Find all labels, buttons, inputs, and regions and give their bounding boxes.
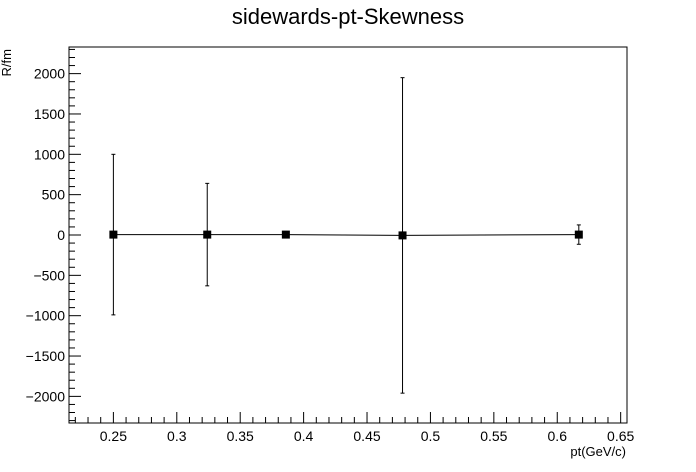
y-tick-label: −500 (33, 267, 65, 283)
x-tick-label: 0.25 (100, 428, 127, 444)
x-tick-label: 0.45 (353, 428, 380, 444)
y-tick-label: −1500 (26, 348, 66, 364)
series-line (113, 234, 579, 236)
y-tick-label: 0 (57, 227, 65, 243)
y-tick-label: 500 (42, 187, 66, 203)
x-tick-label: 0.4 (294, 428, 314, 444)
axis-ticks: 0.25 0.3 0.35 0.4 0.45 0.5 0.55 0.6 0.65 −2000 −15… (26, 48, 634, 444)
y-tick-label: 1000 (34, 146, 65, 162)
data-point (203, 230, 212, 239)
x-tick-label: 0.35 (227, 428, 254, 444)
y-axis-label: R/fm (0, 49, 14, 76)
y-tick-label: −2000 (26, 388, 66, 404)
y-tick-label: 2000 (34, 66, 65, 82)
data-layer (109, 77, 583, 394)
y-tick-label: 1500 (34, 106, 65, 122)
x-tick-label: 0.55 (480, 428, 507, 444)
y-tick-label: −1000 (26, 308, 66, 324)
data-point (398, 231, 407, 240)
chart-title: sidewards-pt-Skewness (232, 4, 464, 29)
data-point (109, 230, 118, 239)
x-tick-label: 0.3 (167, 428, 187, 444)
x-tick-label: 0.65 (607, 428, 634, 444)
data-point (281, 230, 290, 239)
data-point (574, 230, 583, 239)
x-tick-label: 0.5 (421, 428, 441, 444)
x-axis-label: pt(GeV/c) (570, 444, 626, 459)
x-tick-label: 0.6 (548, 428, 568, 444)
